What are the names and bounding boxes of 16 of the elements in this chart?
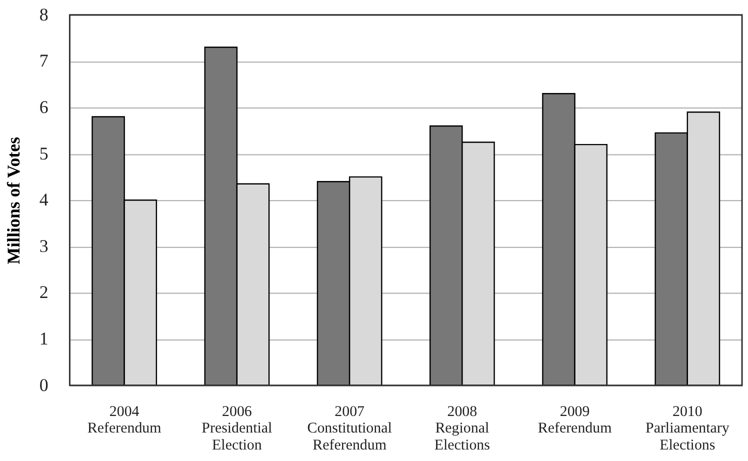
y-tick-label: 4 [39,190,48,210]
y-axis-title: Millions of Votes [3,136,24,264]
y-tick-label: 5 [39,143,48,164]
x-tick-label: 2004 Referendum [87,404,162,437]
y-tick-label: 6 [39,96,48,117]
y-tick-label: 1 [39,328,48,349]
y-tick-label: 3 [39,236,48,256]
y-tick-label: 2 [39,282,48,302]
y-tick-label: 0 [39,374,48,395]
y-tick-label: 8 [39,4,48,24]
x-tick-label: 2006 Presidential Election [202,404,272,454]
x-tick-label: 2007 Constitutional Referendum [307,404,392,454]
x-tick-label: 2008 Regional Elections [434,404,490,454]
x-tick-label: 2010 Parliamentary Elections [646,404,730,454]
y-tick-label: 7 [39,50,48,71]
x-tick-label: 2009 Referendum [538,404,612,437]
